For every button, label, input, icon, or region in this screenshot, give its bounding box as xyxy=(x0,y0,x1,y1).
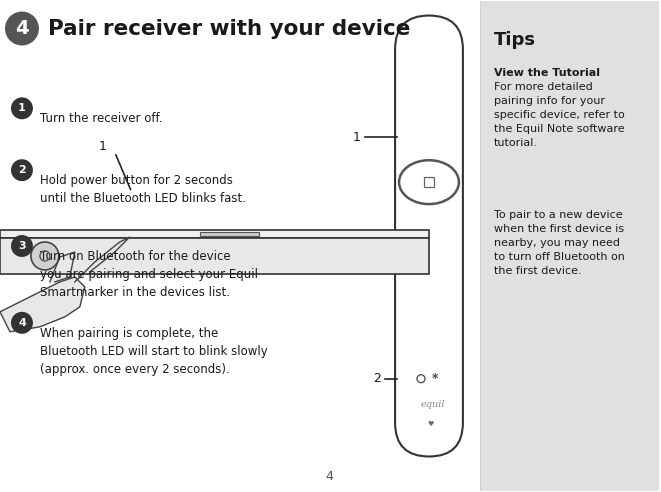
Text: 1: 1 xyxy=(99,140,106,153)
Circle shape xyxy=(11,159,33,181)
Text: 2: 2 xyxy=(373,372,381,385)
Polygon shape xyxy=(0,230,429,238)
Circle shape xyxy=(11,97,33,119)
Bar xyxy=(480,0,660,492)
Text: Tips: Tips xyxy=(494,31,536,49)
Polygon shape xyxy=(0,277,85,332)
Text: equil: equil xyxy=(420,400,446,409)
Circle shape xyxy=(5,11,39,45)
Polygon shape xyxy=(0,238,429,274)
Circle shape xyxy=(31,242,59,270)
FancyBboxPatch shape xyxy=(395,16,463,457)
Text: 4: 4 xyxy=(18,318,26,328)
Circle shape xyxy=(11,235,33,257)
Polygon shape xyxy=(50,252,75,282)
Bar xyxy=(200,232,259,236)
Text: *: * xyxy=(432,372,438,385)
Text: 3: 3 xyxy=(18,241,26,251)
Text: To pair to a new device
when the first device is
nearby, you may need
to turn of: To pair to a new device when the first d… xyxy=(494,210,625,276)
Bar xyxy=(424,177,434,187)
Text: ♥: ♥ xyxy=(428,421,434,427)
Text: Turn the receiver off.: Turn the receiver off. xyxy=(40,112,163,125)
Polygon shape xyxy=(75,237,130,282)
Circle shape xyxy=(11,312,33,334)
Text: Pair receiver with your device: Pair receiver with your device xyxy=(48,19,410,38)
Text: 1: 1 xyxy=(18,103,26,113)
Text: 1: 1 xyxy=(352,131,360,144)
Text: Turn on Bluetooth for the device
you are pairing and select your Equil
Smartmark: Turn on Bluetooth for the device you are… xyxy=(40,250,258,299)
Text: When pairing is complete, the
Bluetooth LED will start to blink slowly
(approx. : When pairing is complete, the Bluetooth … xyxy=(40,327,268,376)
Text: 4: 4 xyxy=(326,470,334,484)
Text: 2: 2 xyxy=(18,165,26,175)
Text: Hold power button for 2 seconds
until the Bluetooth LED blinks fast.: Hold power button for 2 seconds until th… xyxy=(40,174,246,205)
Text: For more detailed
pairing info for your
specific device, refer to
the Equil Note: For more detailed pairing info for your … xyxy=(494,82,625,149)
Text: View the Tutorial: View the Tutorial xyxy=(494,68,600,78)
Text: 4: 4 xyxy=(15,19,29,38)
